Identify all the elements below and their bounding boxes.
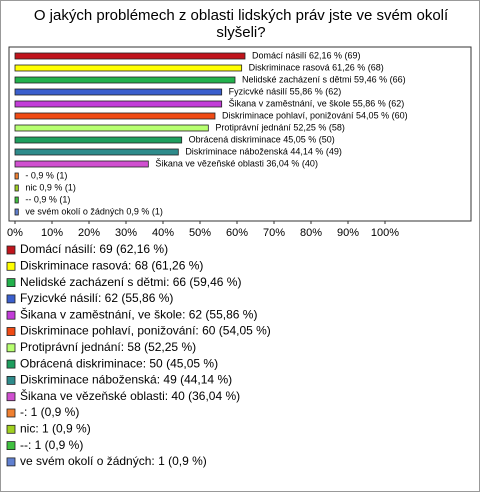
- x-tick-label: 20%: [78, 227, 100, 239]
- value-label: Obrácená diskriminace 45,05 % (50): [189, 134, 335, 144]
- legend-swatch: [6, 424, 16, 434]
- value-label: Diskriminace pohlaví, ponižování 54,05 %…: [222, 110, 408, 120]
- plot-frame: [8, 46, 472, 222]
- legend-swatch: [6, 457, 16, 467]
- bar: [14, 196, 19, 204]
- bar: [14, 52, 246, 60]
- bar: [14, 76, 236, 84]
- chart-title: O jakých problémech z oblasti lidských p…: [33, 7, 449, 41]
- x-tick-label: 30%: [115, 227, 137, 239]
- value-label: ve svém okolí o žádných 0,9 % (1): [25, 206, 163, 216]
- legend-label: Obrácená diskriminace: 50 (45,05 %): [20, 356, 218, 370]
- bar: [14, 124, 209, 132]
- legend-swatch: [6, 392, 16, 402]
- legend-label: Nelidské zacházení s dětmi: 66 (59,46 %): [20, 275, 241, 289]
- legend-swatch: [6, 261, 16, 271]
- legend-label: --: 1 (0,9 %): [20, 438, 83, 452]
- legend-swatch: [6, 245, 16, 255]
- bar: [14, 136, 183, 144]
- x-tick-label: 0%: [7, 227, 23, 239]
- legend-swatch: [6, 359, 16, 369]
- bar: [14, 112, 216, 120]
- value-label: - 0,9 % (1): [25, 170, 67, 180]
- bar: [14, 208, 19, 216]
- bar: [14, 100, 223, 108]
- legend-label: Šikana ve vězeňské oblasti: 40 (36,04 %): [20, 388, 240, 403]
- legend-label: Domácí násilí: 69 (62,16 %): [20, 242, 168, 256]
- bar: [14, 148, 179, 156]
- legend-label: Diskriminace pohlaví, ponižování: 60 (54…: [20, 324, 271, 338]
- bar: [14, 184, 19, 192]
- bar: [14, 172, 19, 180]
- legend-swatch: [6, 294, 16, 304]
- legend-swatch: [6, 343, 16, 353]
- legend-label: -: 1 (0,9 %): [20, 405, 79, 419]
- legend-swatch: [6, 408, 16, 418]
- legend-label: Šikana v zaměstnání, ve škole: 62 (55,86…: [20, 306, 257, 321]
- value-label: Fyzicvké násilí 55,86 % (62): [229, 86, 342, 96]
- legend-label: Protiprávní jednání: 58 (52,25 %): [20, 340, 196, 354]
- legend-swatch: [6, 441, 16, 451]
- x-tick-label: 90%: [337, 227, 359, 239]
- legend-label: nic: 1 (0,9 %): [20, 421, 91, 435]
- value-label: -- 0,9 % (1): [25, 194, 70, 204]
- x-tick-label: 40%: [152, 227, 174, 239]
- legend-swatch: [6, 310, 16, 320]
- legend-label: Fyzicvké násilí: 62 (55,86 %): [20, 291, 173, 305]
- value-label: Diskriminace rasová 61,26 % (68): [249, 62, 384, 72]
- value-label: Šikana ve vězeňské oblasti 36,04 % (40): [155, 158, 318, 168]
- x-tick-label: 50%: [189, 227, 211, 239]
- legend-label: Diskriminace rasová: 68 (61,26 %): [20, 258, 203, 272]
- value-label: Šikana v zaměstnání, ve škole 55,86 % (6…: [229, 98, 405, 108]
- bar: [14, 160, 149, 168]
- legend-swatch: [6, 278, 16, 288]
- value-label: nic 0,9 % (1): [25, 182, 76, 192]
- x-tick-label: 80%: [300, 227, 322, 239]
- x-tick-label: 100%: [371, 227, 399, 239]
- legend-label: Diskriminace náboženská: 49 (44,14 %): [20, 373, 232, 387]
- legend-swatch: [6, 375, 16, 385]
- value-label: Diskriminace náboženská 44,14 % (49): [185, 146, 342, 156]
- value-label: Nelidské zacházení s dětmi 59,46 % (66): [242, 74, 406, 84]
- value-label: Protiprávní jednání 52,25 % (58): [215, 122, 345, 132]
- bar: [14, 88, 223, 96]
- x-tick-label: 10%: [41, 227, 63, 239]
- bar: [14, 64, 243, 72]
- x-tick-label: 70%: [263, 227, 285, 239]
- value-label: Domácí násilí 62,16 % (69): [252, 50, 361, 60]
- x-tick-label: 60%: [226, 227, 248, 239]
- legend-label: ve svém okolí o žádných: 1 (0,9 %): [20, 454, 207, 468]
- legend-swatch: [6, 327, 16, 336]
